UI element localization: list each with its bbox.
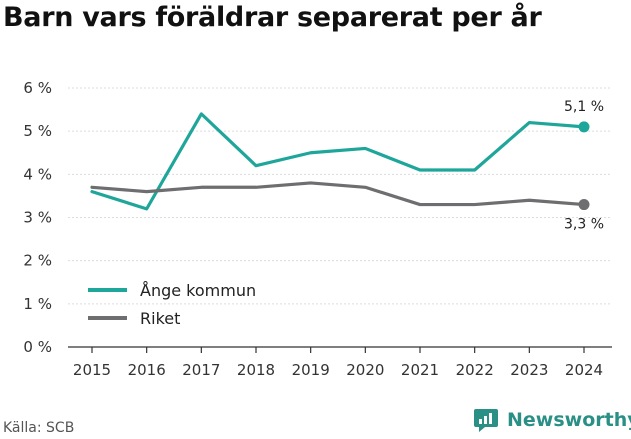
y-tick-label: 2 % — [23, 252, 52, 270]
y-tick-label: 4 % — [23, 165, 52, 183]
brand-name: Newsworthy — [507, 409, 631, 431]
x-tick-label: 2023 — [510, 361, 548, 379]
x-tick-label: 2024 — [565, 361, 603, 379]
grid-lines — [68, 87, 612, 305]
chart-title: Barn vars föräldrar separerat per år — [3, 2, 542, 33]
line-chart: 0 %1 %2 %3 %4 %5 %6 % 2015 2016 2017 2018 20… — [23, 79, 612, 379]
y-tick-label: 1 % — [23, 295, 52, 313]
x-tick-label: 2017 — [182, 361, 220, 379]
end-value-label: 3,3 % — [564, 217, 604, 233]
newsworthy-logo-icon — [474, 409, 498, 432]
legend-label: Riket — [140, 309, 180, 328]
series-line-ange-kommun — [90, 112, 586, 211]
brand-logo: Newsworthy — [473, 407, 631, 433]
y-tick-label: 3 % — [23, 209, 52, 227]
x-tick-label: 2019 — [292, 361, 330, 379]
x-tick-label: 2020 — [346, 361, 384, 379]
y-tick-label: 0 % — [23, 338, 52, 356]
x-axis: 2015 2016 2017 2018 2019 2020 2021 2022 2023 2024 — [68, 346, 612, 379]
end-value-labels: 5,1 % 3,3 % — [564, 99, 604, 233]
y-axis-tick-labels: 0 % 1 % 2 % 3 % 4 % 5 % 6 % — [23, 79, 52, 356]
y-tick-label: 5 % — [23, 122, 52, 140]
x-tick-label: 2021 — [401, 361, 439, 379]
end-value-label: 5,1 % — [564, 99, 604, 115]
y-tick-label: 6 % — [23, 79, 52, 97]
series-lines — [90, 112, 590, 211]
legend: Ånge kommun Riket — [88, 281, 256, 328]
x-tick-label: 2018 — [237, 361, 275, 379]
series-end-marker — [578, 121, 590, 133]
x-tick-label: 2015 — [73, 361, 111, 379]
series-end-marker — [578, 199, 590, 211]
source-note: Källa: SCB — [3, 420, 75, 436]
series-line-riket — [90, 181, 586, 207]
x-tick-label: 2022 — [456, 361, 494, 379]
legend-label: Ånge kommun — [140, 281, 256, 300]
x-tick-label: 2016 — [128, 361, 166, 379]
